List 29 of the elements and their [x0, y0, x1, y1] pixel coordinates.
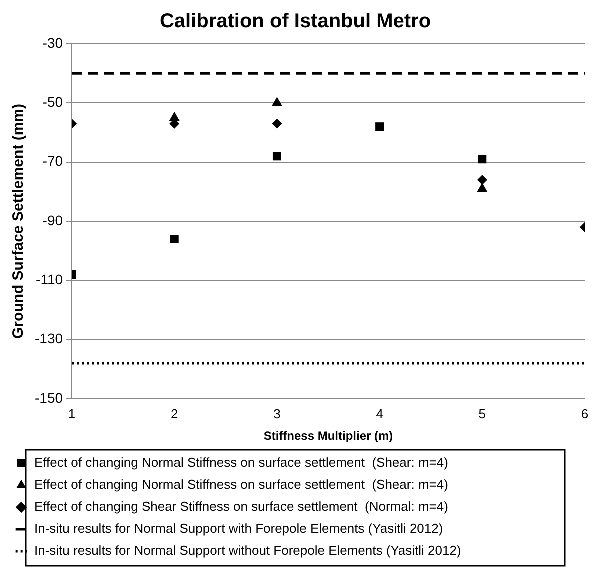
- point: [477, 175, 488, 186]
- x-tick-label: 1: [68, 406, 76, 422]
- x-tick-label: 5: [478, 406, 486, 422]
- point: [170, 235, 179, 244]
- x-tick-label: 6: [581, 406, 589, 422]
- y-tick-label: -50: [42, 94, 64, 110]
- x-tick-label: 2: [171, 406, 178, 422]
- point: [478, 155, 487, 164]
- legend-label: Effect of changing Normal Stiffness on surface settlement (Shear: m=4): [34, 455, 448, 470]
- chart-title: Calibration of Istanbul Metro: [160, 10, 432, 33]
- point: [272, 152, 282, 161]
- y-axis-title: Ground Surface Settlement (mm): [10, 104, 28, 340]
- point: [272, 97, 282, 106]
- legend-label: In-situ results for Normal Support without Forepole Elements (Yasitli 2012): [34, 543, 462, 558]
- x-tick-label: 4: [376, 406, 384, 422]
- legend-label: In-situ results for Normal Support with Forepole Elements (Yasitli 2012): [34, 521, 444, 536]
- y-tick-label: -110: [36, 272, 64, 288]
- point: [272, 118, 282, 129]
- y-tick-label: -150: [34, 390, 64, 406]
- y-tick-label: -30: [42, 34, 64, 51]
- point: [376, 122, 384, 132]
- y-tick-label: -70: [42, 153, 64, 170]
- y-tick-label: -90: [42, 212, 64, 228]
- y-tick-label: -130: [34, 330, 64, 347]
- x-axis-title: Stiffness Multiplier (m): [264, 429, 394, 444]
- x-tick-label: 3: [274, 406, 281, 422]
- legend-label: Effect of changing Normal Stiffness on surface settlement (Shear: m=4): [34, 477, 448, 492]
- point: [169, 112, 180, 121]
- legend-label: Effect of changing Shear Stiffness on surface settlement (Normal: m=4): [34, 499, 448, 514]
